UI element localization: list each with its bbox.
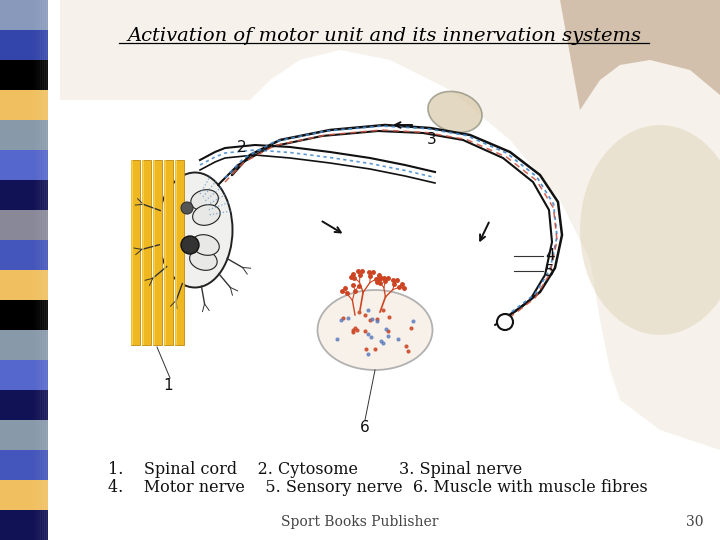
Text: 1: 1	[163, 377, 173, 393]
Bar	[0, 330, 48, 360]
Bar	[0, 420, 48, 450]
Bar	[0, 360, 48, 390]
Bar	[153, 160, 161, 345]
Bar	[48, 0, 51, 540]
Bar	[130, 160, 132, 345]
Bar	[153, 160, 155, 345]
Bar	[163, 160, 166, 345]
Text: 1.    Spinal cord    2. Cytosome        3. Spinal nerve: 1. Spinal cord 2. Cytosome 3. Spinal ner…	[108, 462, 522, 478]
Ellipse shape	[580, 125, 720, 335]
Ellipse shape	[193, 205, 220, 225]
Circle shape	[497, 314, 513, 330]
Bar	[0, 390, 48, 420]
Text: 30: 30	[686, 515, 703, 529]
Bar	[0, 240, 48, 270]
Bar	[163, 160, 173, 345]
Ellipse shape	[428, 91, 482, 133]
Ellipse shape	[189, 249, 217, 271]
Bar	[0, 300, 48, 330]
Bar	[40, 0, 43, 540]
Bar	[142, 160, 143, 345]
Ellipse shape	[158, 172, 233, 287]
Ellipse shape	[181, 236, 199, 254]
Bar	[0, 60, 48, 90]
Bar	[130, 160, 140, 345]
Bar	[38, 0, 41, 540]
Text: 4: 4	[545, 248, 554, 264]
PathPatch shape	[60, 0, 720, 450]
Bar	[0, 180, 48, 210]
Bar	[46, 0, 49, 540]
Bar	[0, 270, 48, 300]
Bar	[142, 160, 150, 345]
Bar	[36, 0, 39, 540]
Bar	[34, 0, 37, 540]
Bar	[0, 30, 48, 60]
PathPatch shape	[560, 0, 720, 110]
Bar	[0, 120, 48, 150]
Text: 3: 3	[427, 132, 437, 147]
Bar	[42, 0, 45, 540]
Ellipse shape	[191, 190, 218, 210]
Text: Sport Books Publisher: Sport Books Publisher	[282, 515, 438, 529]
Ellipse shape	[181, 202, 193, 214]
Text: 4.    Motor nerve    5. Sensory nerve  6. Muscle with muscle fibres: 4. Motor nerve 5. Sensory nerve 6. Muscl…	[108, 480, 648, 496]
Ellipse shape	[192, 235, 220, 255]
Bar	[174, 160, 176, 345]
Bar	[0, 150, 48, 180]
Bar	[44, 0, 47, 540]
Text: Activation of motor unit and its innervation systems: Activation of motor unit and its innerva…	[127, 27, 641, 45]
Text: 5: 5	[545, 264, 554, 279]
Text: 2: 2	[237, 139, 247, 154]
Bar	[0, 0, 48, 30]
Text: 6: 6	[360, 420, 370, 435]
Bar	[174, 160, 184, 345]
Bar	[0, 480, 48, 510]
Bar	[0, 90, 48, 120]
Bar	[0, 210, 48, 240]
Bar	[0, 510, 48, 540]
Bar	[0, 450, 48, 480]
Ellipse shape	[318, 290, 433, 370]
